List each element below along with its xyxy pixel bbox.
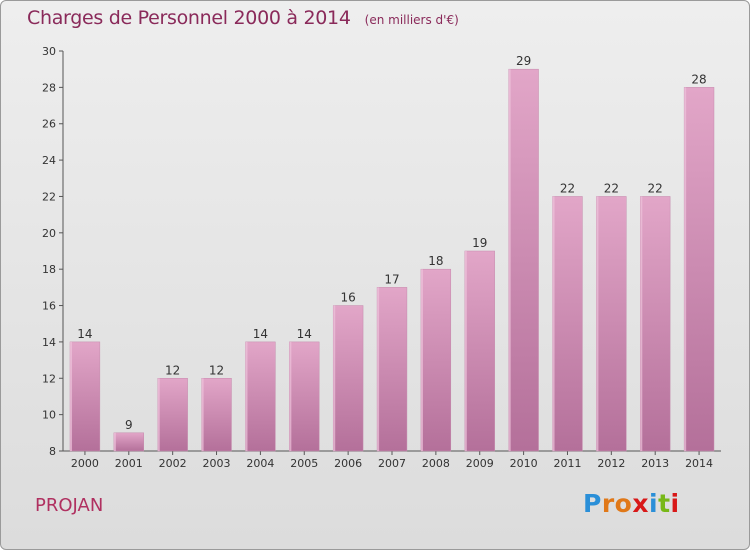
data-label: 12: [209, 363, 224, 377]
bar-highlight: [70, 341, 73, 451]
data-label: 12: [165, 363, 180, 377]
x-tick-label: 2011: [553, 457, 581, 470]
data-label: 22: [560, 181, 575, 195]
bar-highlight: [464, 251, 467, 451]
bar-highlight: [596, 196, 599, 451]
chart-subtitle: (en milliers d'€): [364, 13, 459, 27]
bar-2007: [376, 287, 408, 452]
commune-name: PROJAN: [35, 495, 104, 516]
bar-2006: [332, 305, 364, 452]
data-label: 9: [125, 418, 133, 432]
x-tick-label: 2006: [334, 457, 362, 470]
bar-2011: [552, 196, 583, 452]
bar-2013: [640, 196, 671, 452]
data-labels: 14 9 12 12 14 14 16 17 18 19 29 22 22 22 28: [77, 54, 706, 432]
y-tick-label: 22: [42, 190, 56, 203]
logo-letter: x: [632, 489, 649, 518]
x-tick-label: 2008: [422, 457, 450, 470]
x-tick-label: 2012: [597, 457, 625, 470]
data-label: 18: [428, 254, 443, 268]
bar-2009: [464, 250, 495, 452]
logo-letter: r: [601, 489, 615, 518]
y-tick-label: 8: [49, 445, 56, 458]
bar-2000: [69, 341, 101, 452]
logo-letter: i: [649, 489, 659, 518]
bar-2004: [245, 341, 276, 452]
bar-highlight: [289, 341, 292, 451]
y-tick-label: 30: [42, 45, 56, 58]
bar-2003: [201, 378, 232, 452]
x-tick-label: 2004: [246, 457, 274, 470]
data-label: 14: [77, 327, 92, 341]
x-tick-label: 2005: [290, 457, 318, 470]
x-tick-label: 2007: [378, 457, 406, 470]
x-tick-label: 2010: [510, 457, 538, 470]
bar-2012: [596, 196, 627, 452]
logo-letter: P: [583, 489, 602, 518]
bar-2010: [508, 68, 539, 452]
data-label: 16: [340, 291, 355, 305]
proxiti-logo: Proxiti: [583, 489, 680, 518]
y-tick-label: 24: [42, 154, 56, 167]
y-tick-label: 20: [42, 227, 56, 240]
chart-title: Charges de Personnel 2000 à 2014 (en mill…: [27, 7, 459, 29]
x-tick-label: 2009: [466, 457, 494, 470]
bar-highlight: [113, 432, 116, 451]
chart-title-text: Charges de Personnel 2000 à 2014: [27, 7, 351, 29]
y-tick-label: 14: [42, 336, 56, 349]
logo-letter: t: [658, 489, 671, 518]
bar-highlight: [684, 87, 687, 451]
y-tick-label: 12: [42, 372, 56, 385]
data-label: 19: [472, 236, 487, 250]
y-tick-label: 10: [42, 409, 56, 422]
data-label: 22: [648, 181, 663, 195]
bar-highlight: [640, 196, 643, 451]
x-tick-label: 2000: [71, 457, 99, 470]
bar-highlight: [333, 305, 336, 451]
y-tick-label: 16: [42, 300, 56, 313]
bar-2005: [289, 341, 320, 452]
y-tick-label: 28: [42, 81, 56, 94]
logo-letter: o: [614, 489, 633, 518]
y-tick-label: 18: [42, 263, 56, 276]
data-label: 14: [253, 327, 268, 341]
data-label: 29: [516, 54, 531, 68]
x-tick-label: 2013: [641, 457, 669, 470]
bar-highlight: [157, 378, 160, 451]
bar-highlight: [245, 341, 248, 451]
bar-highlight: [377, 287, 380, 451]
data-label: 14: [297, 327, 312, 341]
bar-highlight: [552, 196, 555, 451]
bar-highlight: [201, 378, 204, 451]
bar-highlight: [420, 269, 423, 451]
x-tick-label: 2003: [203, 457, 231, 470]
bar-2014: [683, 87, 715, 452]
data-label: 17: [384, 272, 399, 286]
bar-highlight: [508, 69, 511, 451]
data-label: 22: [604, 181, 619, 195]
bar-2002: [157, 378, 188, 452]
bar-2008: [420, 268, 452, 452]
x-tick-label: 2014: [685, 457, 713, 470]
logo-letter: i: [670, 489, 680, 518]
bar-2001: [113, 432, 144, 452]
bars: [69, 68, 715, 452]
x-tick-label: 2002: [159, 457, 187, 470]
data-label: 28: [691, 72, 706, 86]
x-tick-label: 2001: [115, 457, 143, 470]
y-tick-label: 26: [42, 118, 56, 131]
